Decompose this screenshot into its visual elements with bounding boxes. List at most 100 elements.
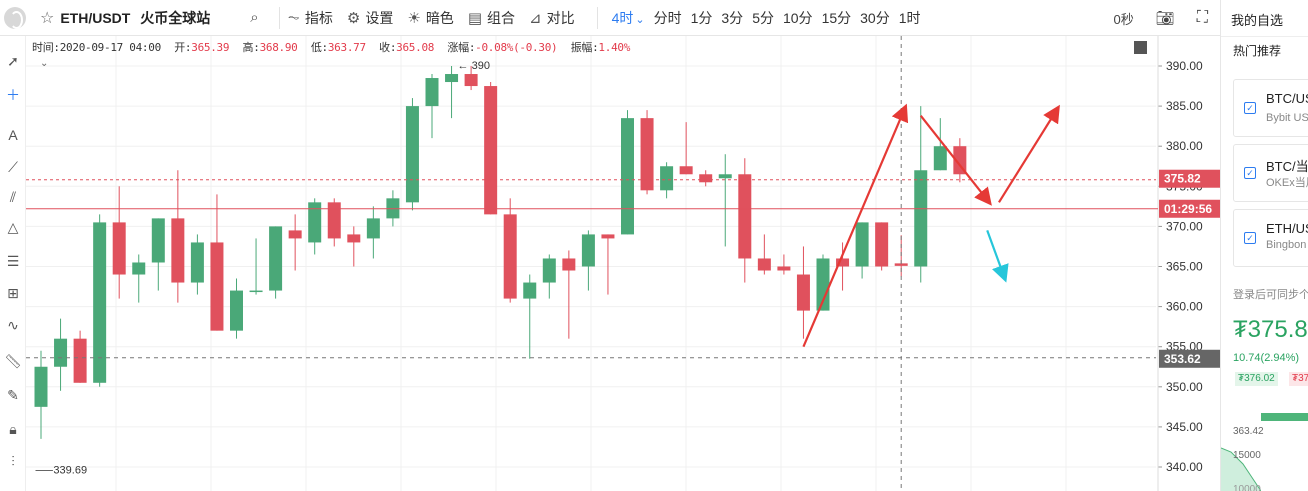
candle-body — [112, 222, 126, 275]
grid-box-icon[interactable]: ⊞ — [7, 284, 19, 301]
divider — [596, 6, 598, 29]
candle-body — [503, 214, 517, 299]
sync-hint: 登录后可同步个人自选 — [1233, 289, 1308, 301]
chart-canvas[interactable]: 390.00385.00380.00375.00370.00365.00360.… — [26, 36, 1220, 491]
wave-pattern-icon[interactable]: ∿ — [7, 316, 19, 333]
tool-compare[interactable]: ⊿ 对比 — [529, 8, 575, 28]
candle-body — [445, 74, 459, 83]
trend-line-icon[interactable]: ⟋ — [8, 158, 18, 175]
candle-body — [914, 170, 928, 267]
tool-label: 组合 — [487, 9, 515, 26]
horizontal-lines-icon[interactable]: ☰ — [6, 252, 20, 269]
exchange-name: 火币全球站 — [140, 9, 211, 26]
platform-logo-icon — [4, 6, 26, 29]
chart-tools: ⏦ 指标 ⚙ 设置 ☀ 暗色 ▤ 组合 ⊿ 对比 — [288, 8, 589, 28]
amplitude-value: 1.40% — [598, 41, 631, 54]
interval-tab[interactable]: 3分 — [721, 9, 744, 26]
checkbox-icon[interactable]: ✓ — [1244, 232, 1256, 244]
expand-icon[interactable] — [1134, 41, 1147, 54]
watch-card[interactable]: ✓ ETH/USDT Bingbon — [1233, 209, 1308, 267]
checkbox-icon[interactable]: ✓ — [1244, 167, 1256, 179]
low-marker: ⸺339.69 — [35, 464, 87, 476]
tool-layout[interactable]: ▤ 组合 — [468, 8, 515, 28]
watch-card[interactable]: ✓ BTC/USDT Bybit USDT永续 — [1233, 79, 1308, 137]
current-price-label-bg — [1159, 169, 1220, 188]
interval-tab[interactable]: 15分 — [821, 9, 852, 26]
candle-body — [93, 222, 107, 383]
exchange-name: Bybit USDT永续 — [1266, 112, 1308, 124]
tool-gear[interactable]: ⚙ 设置 — [347, 8, 393, 28]
tool-chart-indicator[interactable]: ⏦ 指标 — [288, 8, 333, 28]
candle-body — [523, 282, 537, 299]
candle-body — [875, 222, 889, 267]
candle-body — [836, 258, 850, 267]
checkbox-icon[interactable]: ✓ — [1244, 102, 1256, 114]
depth-area-chart — [1221, 447, 1261, 491]
interval-tab[interactable]: 5分 — [752, 9, 774, 26]
candle-body — [347, 234, 361, 243]
ohlc-info-bar: 时间:2020-09-17 04:00 开:365.39 高:368.90 低:… — [32, 39, 630, 55]
change-value: -0.08%(-0.30) — [475, 41, 558, 54]
lock-icon[interactable]: 🔒︎ — [9, 420, 17, 437]
interval-tab[interactable]: 分时 — [653, 9, 682, 26]
candle-body — [288, 230, 302, 239]
candle-body — [405, 106, 419, 203]
tool-label: 设置 — [365, 9, 394, 26]
candle-body — [230, 290, 243, 331]
cursor-arrow-icon[interactable]: ➚ — [7, 52, 19, 69]
crosshair-price-label-bg — [1159, 349, 1220, 368]
crosshair-price-label: 353.62 — [1164, 352, 1201, 366]
search-icon[interactable]: ⌕ — [250, 9, 259, 26]
chevron-down-icon[interactable]: ⌄ — [40, 58, 49, 69]
candle-body — [249, 290, 263, 293]
symbol-title[interactable]: ETH/USDT 火币全球站 — [60, 8, 210, 28]
camera-icon[interactable]: 📷︎ — [1155, 10, 1175, 27]
close-value: 365.08 — [396, 41, 435, 54]
candle-body — [542, 258, 556, 283]
watch-card[interactable]: ✓ BTC/当周 OKEx当周 — [1233, 144, 1308, 202]
candle-body — [464, 74, 478, 87]
layout-icon: ▤ — [467, 9, 482, 27]
interval-tab[interactable]: 1时 — [898, 9, 921, 26]
candle-body — [327, 202, 341, 239]
tool-sun[interactable]: ☀ 暗色 — [407, 8, 453, 28]
interval-tab[interactable]: 4时 — [612, 8, 645, 28]
candlestick-chart[interactable]: 390.00385.00380.00375.00370.00365.00360.… — [26, 36, 1220, 491]
candle-body — [151, 218, 165, 263]
red-arrow — [919, 115, 992, 206]
y-tick-label: 340.00 — [1166, 460, 1203, 474]
red-arrow — [998, 104, 1060, 203]
hide-drawings-icon[interactable]: ⫶ — [11, 452, 15, 469]
candle-body — [777, 266, 791, 271]
watchlist-title: 我的自选 — [1231, 13, 1284, 28]
favorite-star-icon[interactable]: ☆ — [40, 9, 55, 27]
countdown-label-bg — [1159, 199, 1220, 218]
triangle-icon[interactable]: △ — [7, 218, 19, 235]
crosshair-icon[interactable]: ＋ — [6, 87, 20, 103]
parallel-line-icon[interactable]: ⫽ — [9, 188, 17, 205]
interval-tab[interactable]: 1分 — [690, 9, 713, 26]
interval-tab[interactable]: 30分 — [860, 9, 890, 26]
pair-name: BTC/当周 — [1266, 159, 1308, 174]
low-label: 低: — [310, 41, 328, 54]
hot-recommend-label: 热门推荐 — [1233, 44, 1282, 58]
candle-body — [640, 118, 654, 191]
tool-label: 指标 — [304, 9, 333, 26]
candle-body — [562, 258, 576, 271]
fullscreen-icon[interactable]: ⛶ — [1196, 9, 1208, 26]
brush-icon[interactable]: ✎ — [7, 386, 19, 403]
text-tool-icon[interactable]: A — [8, 127, 18, 143]
candle-body — [210, 242, 224, 331]
candle-body — [796, 274, 810, 311]
ruler-icon[interactable]: 📏︎ — [4, 352, 22, 369]
candle-body — [660, 166, 674, 191]
drawing-toolbar: ➚ ＋ A ⟋ ⫽ △ ☰ ⊞ ∿ 📏︎ ✎ 🔒︎ ⫶ — [0, 36, 26, 491]
red-arrow — [802, 103, 909, 348]
current-price-label: 375.82 — [1164, 172, 1201, 186]
last-price: ₮375.82 — [1233, 316, 1308, 343]
interval-tab[interactable]: 10分 — [782, 9, 813, 26]
countdown-label: 01:29:56 — [1164, 202, 1212, 216]
depth-qty-label: 15000 — [1233, 450, 1261, 461]
amplitude-label: 振幅: — [570, 41, 599, 54]
open-value: 365.39 — [191, 41, 230, 54]
